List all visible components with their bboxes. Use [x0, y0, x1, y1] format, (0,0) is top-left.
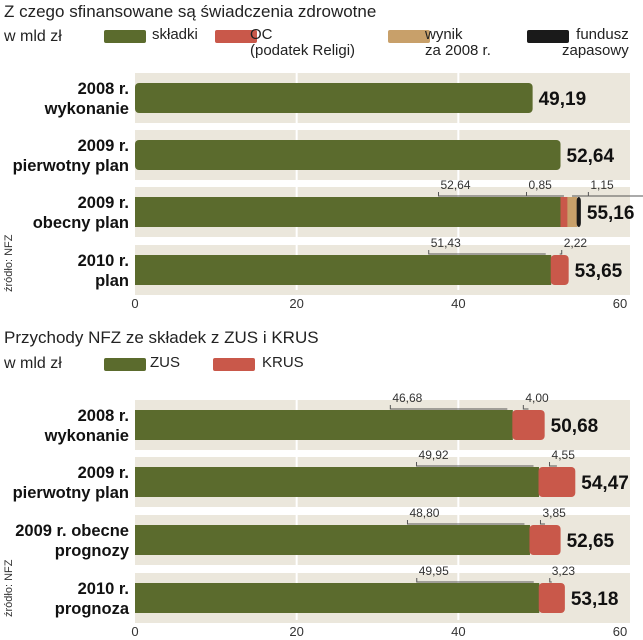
chart1-segment-bracket: [559, 250, 563, 255]
chart2-category-label: 2009 r. pierwotny plan: [13, 464, 129, 502]
chart1-category-label: 2009 r. pierwotny plan: [13, 137, 129, 175]
chart2-category-label: 2008 r. wykonanie: [44, 407, 129, 445]
chart2-segment-bracket: [416, 578, 534, 583]
chart2-category-label: 2010 r. prognoza: [55, 580, 130, 618]
chart2-segment-label: 3,23: [552, 564, 576, 578]
chart2-bar-segment: [135, 525, 530, 555]
chart2-segment-bracket: [406, 520, 525, 525]
chart1-segment-label: 0,85: [529, 178, 553, 192]
chart2-total-label: 50,68: [551, 416, 599, 437]
chart2-bar-segment: [135, 583, 540, 613]
chart2-bar-segment: [529, 525, 561, 555]
chart2-bar-segment: [135, 467, 540, 497]
chart2-total-label: 52,65: [567, 531, 615, 552]
legend-label-krus: KRUS: [262, 354, 304, 371]
legend-swatch-wynik: [388, 30, 430, 43]
chart2-source: źródło: NFZ: [3, 559, 15, 617]
legend-label-skladki: składki: [152, 26, 198, 43]
chart2-segment-label: 49,92: [419, 448, 449, 462]
chart1-category-label: 2010 r. plan: [78, 252, 129, 290]
legend-swatch-oc: [215, 30, 257, 43]
chart1-bar-segment: [560, 197, 568, 227]
chart2-total-label: 54,47: [581, 473, 629, 494]
legend-swatch-skladki: [104, 30, 146, 43]
legend-swatch-fundusz: [527, 30, 569, 43]
chart2-segment-label: 46,68: [392, 391, 422, 405]
chart2-title: Przychody NFZ ze składek z ZUS i KRUS: [4, 328, 319, 347]
chart2-tick-label: 20: [289, 624, 303, 639]
chart2-unit: w mld zł: [4, 355, 62, 372]
chart1-bar-segment: [135, 83, 533, 113]
chart1-bar-segment: [135, 140, 561, 170]
chart1-segment-bracket: [428, 250, 546, 255]
chart2-segment-bracket: [522, 405, 529, 410]
chart1-tick-label: 20: [289, 296, 303, 311]
chart1-total-label: 49,19: [539, 89, 587, 110]
chart2-bar-segment: [512, 410, 545, 440]
chart1-segment-bracket: [578, 195, 643, 197]
chart2-tick-label: 60: [613, 624, 627, 639]
chart1-category-label: 2008 r. wykonanie: [44, 80, 129, 118]
chart1-total-label: 55,16: [587, 203, 635, 224]
chart2-bar-segment: [538, 467, 576, 497]
chart1-bar-segment: [135, 197, 562, 227]
chart1-segment-bracket: [526, 192, 564, 197]
chart2-segment-bracket: [416, 462, 534, 467]
chart2-segment-label: 4,55: [552, 448, 576, 462]
chart1-bar-segment: [576, 197, 581, 227]
chart1-tick-label: 60: [613, 296, 627, 311]
legend-label-fundusz: fundusz zapasowy: [562, 26, 629, 59]
chart2-bar-segment: [538, 583, 565, 613]
chart2-segment-bracket: [389, 405, 508, 410]
legend-label-oc: OC (podatek Religi): [250, 26, 356, 59]
chart1-segment-label: 2,22: [564, 236, 588, 250]
chart1-source: źródło: NFZ: [3, 234, 15, 292]
chart2-total-label: 53,18: [571, 589, 619, 610]
legend-label-zus: ZUS: [150, 354, 180, 371]
chart1-bar-segment: [550, 255, 569, 285]
chart2-segment-label: 4,00: [525, 391, 549, 405]
chart1-tick-label: 40: [451, 296, 465, 311]
chart2-segment-bracket: [539, 520, 546, 525]
chart2-tick-label: 0: [131, 624, 138, 639]
chart2-segment-label: 48,80: [409, 506, 439, 520]
chart1-category-label: 2009 r. obecny plan: [33, 194, 129, 232]
chart1-title: Z czego sfinansowane są świadczenia zdro…: [4, 2, 377, 21]
chart1-segment-label: 51,43: [431, 236, 461, 250]
legend-label-wynik: wynik za 2008 r.: [425, 26, 491, 59]
chart2-segment-label: 3,85: [542, 506, 566, 520]
chart1-total-label: 53,65: [575, 261, 623, 282]
chart2-segment-bracket: [549, 462, 557, 467]
chart1-bar-segment: [135, 255, 552, 285]
chart1-segment-bracket: [438, 192, 556, 197]
legend-swatch-zus: [104, 358, 146, 371]
legend-swatch-krus: [213, 358, 255, 371]
chart1-segment-label: 1,15: [590, 178, 614, 192]
chart1-unit: w mld zł: [4, 28, 62, 45]
chart2-segment-label: 49,95: [419, 564, 449, 578]
chart2-tick-label: 40: [451, 624, 465, 639]
chart1-segment-label: 52,64: [441, 178, 471, 192]
chart1-total-label: 52,64: [567, 146, 615, 167]
chart1-tick-label: 0: [131, 296, 138, 311]
chart2-segment-bracket: [549, 578, 552, 583]
chart2-category-label: 2009 r. obecne prognozy: [15, 522, 130, 560]
chart1-bar-segment: [567, 197, 578, 227]
chart2-bar-segment: [135, 410, 513, 440]
